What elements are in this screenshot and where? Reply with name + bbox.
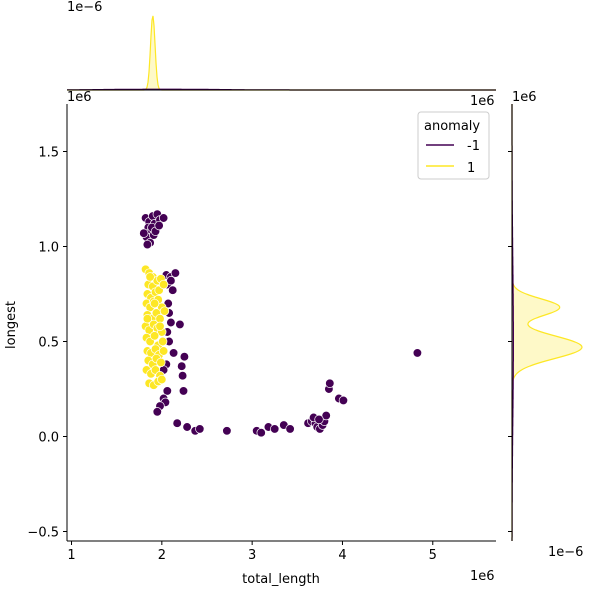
point-anomaly-neg1 xyxy=(256,428,266,438)
scatter-points xyxy=(139,209,423,438)
point-anomaly-neg1 xyxy=(179,352,190,362)
y-tick-label: 1.0 xyxy=(38,241,59,256)
point-anomaly-neg1 xyxy=(168,285,178,295)
point-anomaly-neg1 xyxy=(177,371,188,381)
y-marginal-area-1 xyxy=(512,104,582,541)
point-anomaly-1 xyxy=(158,346,169,356)
point-anomaly-neg1 xyxy=(166,276,176,286)
point-anomaly-neg1 xyxy=(314,414,324,425)
legend-label-1: 1 xyxy=(467,161,475,176)
point-anomaly-neg1 xyxy=(178,386,189,396)
point-anomaly-neg1 xyxy=(177,361,187,371)
point-anomaly-1 xyxy=(149,331,160,341)
point-anomaly-1 xyxy=(142,314,153,324)
y-marginal-exponent: 1e−6 xyxy=(548,545,583,560)
point-anomaly-neg1 xyxy=(170,268,181,278)
point-anomaly-1 xyxy=(157,374,167,385)
point-anomaly-neg1 xyxy=(166,317,176,328)
point-anomaly-neg1 xyxy=(325,378,335,388)
point-anomaly-neg1 xyxy=(222,426,232,436)
x-tick-label: 3 xyxy=(248,548,256,563)
y-axis-label: longest xyxy=(4,301,19,349)
legend-label-neg1: -1 xyxy=(467,139,480,154)
legend-title: anomaly xyxy=(424,119,480,134)
point-anomaly-neg1 xyxy=(162,386,172,396)
x-marginal-panel: 1e−6 xyxy=(67,0,496,91)
x-marginal-exponent: 1e−6 xyxy=(67,0,102,15)
point-anomaly-neg1 xyxy=(182,422,192,432)
point-anomaly-neg1 xyxy=(321,410,331,421)
point-anomaly-1 xyxy=(158,279,169,290)
x-offset-label: 1e6 xyxy=(470,569,495,584)
x-tick-label: 2 xyxy=(158,548,166,563)
point-anomaly-1 xyxy=(155,321,165,331)
y-marginal-ticks xyxy=(508,151,512,532)
point-anomaly-neg1 xyxy=(412,348,423,358)
point-anomaly-neg1 xyxy=(168,348,179,358)
y-marginal-panel: 1e−6 xyxy=(511,104,583,560)
legend: anomaly -1 1 xyxy=(417,111,490,180)
x-marginal-offset-label: 1e6 xyxy=(470,94,495,109)
point-anomaly-1 xyxy=(159,306,170,316)
y-marginal-curves xyxy=(511,104,583,541)
y-marginal-offset-label: 1e6 xyxy=(512,90,537,105)
point-anomaly-1 xyxy=(156,357,166,368)
point-anomaly-neg1 xyxy=(285,424,295,434)
point-anomaly-neg1 xyxy=(195,424,205,434)
x-axis-ticks: 1 2 3 4 5 xyxy=(67,541,437,563)
point-anomaly-neg1 xyxy=(158,213,169,223)
x-tick-label: 5 xyxy=(429,548,437,563)
x-axis-label: total_length xyxy=(242,572,320,587)
point-anomaly-neg1 xyxy=(172,418,182,428)
point-anomaly-neg1 xyxy=(152,407,162,417)
x-tick-label: 4 xyxy=(338,548,346,563)
x-marginal-curve-1 xyxy=(67,15,496,91)
y-tick-label: −0.5 xyxy=(27,526,59,541)
point-anomaly-neg1 xyxy=(154,220,164,231)
point-anomaly-neg1 xyxy=(270,424,280,434)
main-axes: 1 2 3 4 5 −0.5 0.0 0.5 1.0 1.5 total_length long… xyxy=(4,90,537,587)
x-marginal-curves xyxy=(67,15,496,91)
y-tick-label: 1.5 xyxy=(38,146,59,161)
y-tick-label: 0.5 xyxy=(38,336,59,351)
y-axis-ticks: −0.5 0.0 0.5 1.0 1.5 xyxy=(27,146,67,541)
point-anomaly-neg1 xyxy=(175,319,185,330)
x-tick-label: 1 xyxy=(67,548,75,563)
y-offset-label: 1e6 xyxy=(67,90,92,105)
y-tick-label: 0.0 xyxy=(38,431,59,446)
point-anomaly-neg1 xyxy=(142,239,153,250)
point-anomaly-neg1 xyxy=(139,228,149,238)
point-anomaly-neg1 xyxy=(338,395,349,406)
point-anomaly-1 xyxy=(158,336,168,347)
x-marginal-area-1 xyxy=(67,15,496,90)
point-anomaly-1 xyxy=(149,298,160,309)
point-anomaly-1 xyxy=(145,272,155,282)
